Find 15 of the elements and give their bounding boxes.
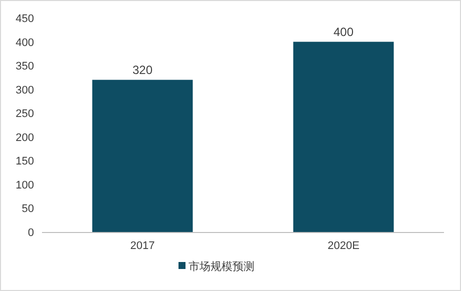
- y-tick-label: 300: [16, 84, 34, 96]
- y-tick-label: 100: [16, 179, 34, 192]
- legend-label: 市场规模预测: [188, 260, 254, 273]
- y-tick-label: 200: [16, 132, 34, 144]
- y-tick-label: 250: [16, 108, 34, 120]
- y-tick-label: 150: [16, 156, 34, 168]
- y-tick-label: 0: [28, 227, 34, 239]
- y-tick-label: 450: [16, 13, 34, 25]
- x-tick-label: 2017: [130, 240, 155, 252]
- x-tick-label: 2020E: [328, 240, 360, 252]
- data-label: 320: [132, 62, 153, 77]
- y-tick-label: 50: [22, 203, 34, 216]
- y-tick-label: 400: [16, 36, 34, 49]
- y-tick-label: 350: [16, 60, 34, 73]
- data-label: 400: [333, 24, 354, 39]
